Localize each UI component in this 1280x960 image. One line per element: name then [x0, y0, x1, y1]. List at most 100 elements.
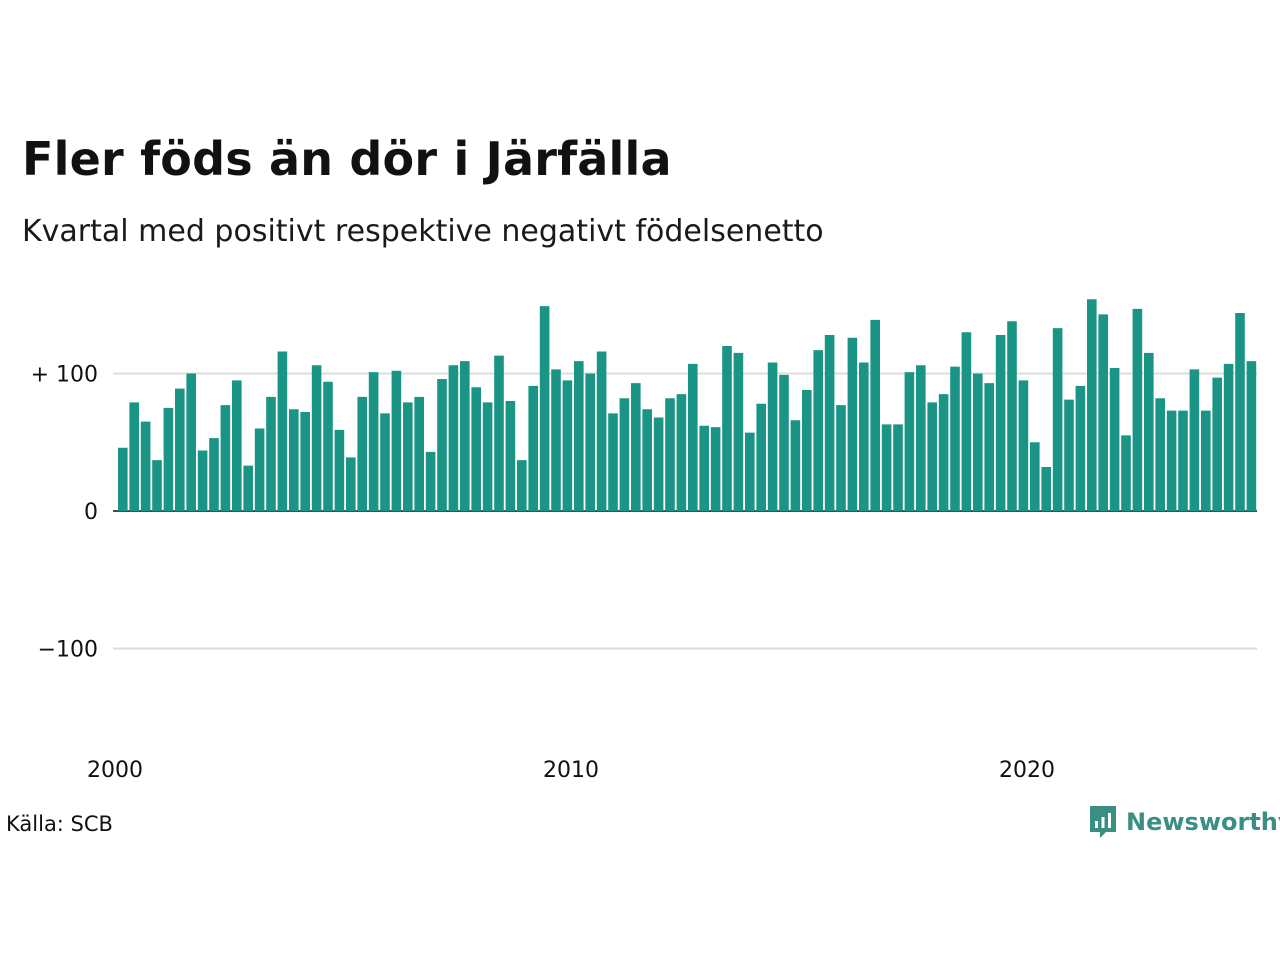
bar — [1155, 398, 1165, 511]
bar — [745, 432, 755, 512]
bar — [790, 420, 801, 511]
bar — [528, 385, 538, 512]
bar — [904, 372, 915, 512]
bar — [129, 402, 139, 512]
bar — [232, 380, 242, 512]
x-tick-label: 2010 — [543, 758, 599, 783]
bar — [1041, 467, 1051, 511]
bar — [505, 401, 516, 511]
bar — [357, 396, 367, 512]
x-tick-label: 2000 — [87, 758, 143, 783]
brand-name: Newsworthy — [1126, 808, 1280, 836]
bar — [938, 394, 949, 512]
bar — [710, 427, 721, 512]
bar — [950, 366, 960, 512]
bar — [824, 335, 835, 511]
bar — [460, 361, 470, 512]
bar — [118, 447, 128, 511]
bar — [802, 390, 812, 511]
x-tick-label: 2020 — [999, 758, 1055, 783]
bar — [893, 424, 903, 512]
bar — [699, 425, 709, 511]
bar — [631, 383, 641, 512]
bars — [118, 299, 1257, 512]
bar — [220, 405, 231, 512]
bar — [140, 421, 151, 512]
bar — [653, 417, 664, 511]
bar — [517, 460, 527, 512]
bar — [289, 409, 299, 511]
source-note: Källa: SCB — [6, 812, 113, 836]
bar — [961, 332, 972, 511]
bar — [1223, 363, 1234, 512]
bar — [1201, 410, 1211, 512]
bar — [323, 381, 333, 511]
bar — [1018, 380, 1029, 512]
bar — [254, 428, 265, 511]
bar — [175, 388, 185, 512]
bar — [1178, 410, 1188, 512]
bar — [346, 457, 356, 512]
bar — [163, 407, 174, 512]
bar — [437, 379, 447, 511]
axis-labels: + 100 0 −100 2000 2010 2020 — [31, 363, 1055, 784]
bar — [368, 372, 379, 512]
bar — [277, 351, 288, 511]
bar — [995, 335, 1006, 511]
bar — [1121, 435, 1131, 512]
bar — [847, 337, 858, 511]
bar — [688, 363, 698, 512]
bar — [1109, 368, 1120, 511]
bar — [574, 361, 584, 512]
bar — [1189, 369, 1200, 512]
bar — [596, 351, 607, 511]
bar — [881, 424, 892, 512]
bar — [494, 355, 504, 512]
bar — [311, 365, 322, 511]
bar — [414, 396, 424, 512]
bar — [1166, 410, 1177, 512]
bar — [539, 306, 550, 512]
bar — [767, 362, 778, 511]
bar — [1075, 385, 1086, 512]
bar — [152, 460, 162, 512]
bar — [619, 398, 630, 511]
bar — [916, 365, 926, 511]
y-tick-label: 0 — [84, 500, 98, 525]
bar — [1132, 308, 1143, 512]
bar — [471, 387, 481, 511]
bar — [779, 374, 789, 512]
bar — [1098, 314, 1108, 512]
bar — [870, 319, 880, 512]
bar — [756, 403, 766, 511]
bar — [482, 402, 493, 512]
bar — [1246, 361, 1257, 512]
bar — [1235, 313, 1245, 511]
y-tick-label: + 100 — [31, 363, 98, 388]
bar — [973, 373, 983, 511]
bar — [608, 413, 618, 512]
bar — [1030, 442, 1040, 511]
bar — [1007, 321, 1017, 511]
bar — [813, 350, 823, 512]
bar — [562, 380, 573, 512]
bar — [1144, 352, 1154, 512]
bar — [334, 429, 345, 512]
newsworthy-logo[interactable]: Newsworthy — [1088, 804, 1280, 840]
bar — [551, 369, 561, 512]
bar — [1087, 299, 1097, 511]
bar — [642, 409, 652, 511]
bar — [197, 450, 208, 511]
bar — [380, 413, 390, 512]
chart-subtitle: Kvartal med positivt respektive negativt… — [22, 214, 824, 249]
bar — [243, 465, 253, 512]
bar — [209, 438, 219, 512]
bar — [1212, 377, 1222, 512]
bar — [665, 398, 675, 511]
bar — [448, 365, 459, 511]
chart-title: Fler föds än dör i Järfälla — [22, 132, 672, 186]
bar — [403, 402, 413, 512]
y-tick-label: −100 — [38, 638, 98, 663]
bar — [984, 383, 994, 512]
